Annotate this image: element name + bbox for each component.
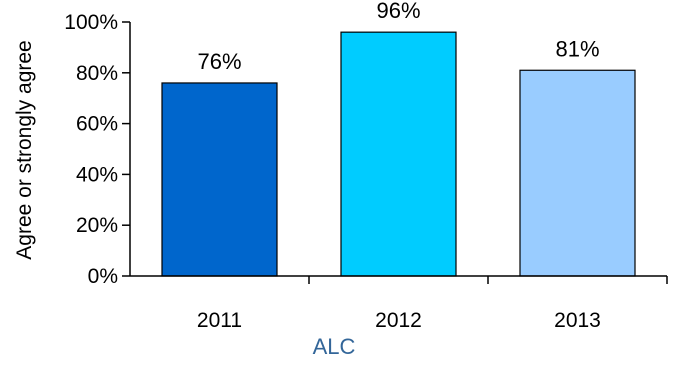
y-tick-label: 100% <box>64 11 118 34</box>
bar-2012 <box>340 31 457 277</box>
x-axis-ticks: 2011 2012 2013 <box>197 276 668 332</box>
y-tick-label: 60% <box>76 113 118 136</box>
x-axis-title: ALC <box>313 334 356 359</box>
y-axis-ticks: 0% 20% 40% 60% 80% 100% <box>64 11 130 288</box>
y-axis-title: Agree or strongly agree <box>13 40 36 259</box>
y-tick-label: 40% <box>76 163 118 186</box>
bar-2013 <box>519 69 636 277</box>
data-label-2012: 96% <box>376 0 420 23</box>
y-tick-label: 20% <box>76 214 118 237</box>
data-label-2011: 76% <box>197 49 241 74</box>
bar-2011 <box>161 82 278 277</box>
y-tick-label: 80% <box>76 62 118 85</box>
bars: 76% 96% 81% <box>161 0 636 277</box>
x-tick-label-2011: 2011 <box>197 309 242 332</box>
data-label-2013: 81% <box>555 36 599 61</box>
x-tick-label-2012: 2012 <box>375 309 422 332</box>
y-tick-label: 0% <box>88 265 118 288</box>
x-tick-label-2013: 2013 <box>554 309 601 332</box>
